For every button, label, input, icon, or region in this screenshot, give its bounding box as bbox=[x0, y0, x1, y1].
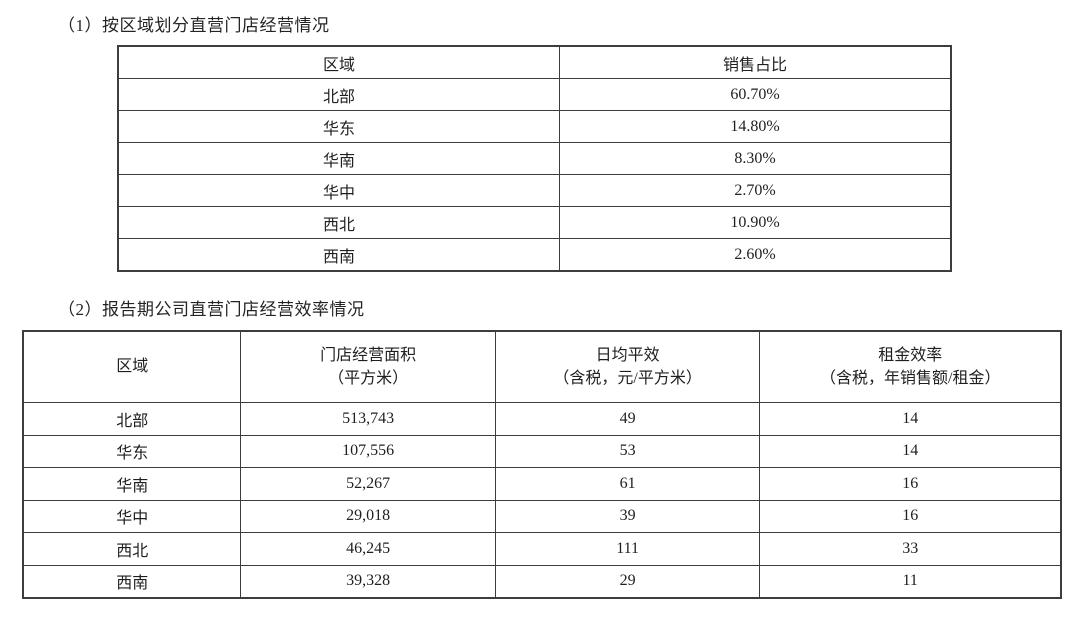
table-row: 华中 2.70% bbox=[117, 174, 952, 207]
column-header-region: 区域 bbox=[22, 330, 242, 403]
daily-sales-cell: 61 bbox=[494, 467, 761, 501]
region-cell: 西南 bbox=[117, 238, 560, 272]
region-cell: 西南 bbox=[22, 564, 242, 599]
store-area-cell: 107,556 bbox=[240, 434, 496, 468]
sales-share-cell: 60.70% bbox=[558, 78, 952, 111]
table-row: 华南 8.30% bbox=[117, 142, 952, 175]
rent-efficiency-cell: 16 bbox=[759, 467, 1062, 501]
table-row: 华南 52,267 61 16 bbox=[22, 467, 1062, 501]
sales-share-cell: 8.30% bbox=[558, 142, 952, 175]
store-area-cell: 39,328 bbox=[240, 564, 496, 599]
daily-sales-cell: 53 bbox=[494, 434, 761, 468]
table-row: 西北 46,245 111 33 bbox=[22, 532, 1062, 566]
table-row: 西北 10.90% bbox=[117, 206, 952, 239]
header-line: 区域 bbox=[116, 358, 149, 376]
table-row: 西南 39,328 29 11 bbox=[22, 564, 1062, 599]
region-cell: 华南 bbox=[22, 467, 242, 501]
column-header-rent-efficiency: 租金效率 （含税，年销售额/租金） bbox=[759, 330, 1062, 403]
table-row: 西南 2.60% bbox=[117, 238, 952, 272]
table-row: 北部 513,743 49 14 bbox=[22, 402, 1062, 436]
region-cell: 华东 bbox=[22, 434, 242, 468]
daily-sales-cell: 111 bbox=[494, 532, 761, 566]
region-cell: 西北 bbox=[117, 206, 560, 239]
region-cell: 华中 bbox=[22, 499, 242, 533]
header-line: （含税，元/平方米） bbox=[553, 370, 702, 387]
header-line: 门店经营面积 bbox=[320, 346, 417, 364]
table-row: 北部 60.70% bbox=[117, 78, 952, 111]
rent-efficiency-cell: 14 bbox=[759, 434, 1062, 468]
table-header-row: 区域 门店经营面积 （平方米） 日均平效 （含税，元/平方米） 租金效率 （含税… bbox=[22, 330, 1062, 403]
region-cell: 北部 bbox=[22, 402, 242, 436]
daily-sales-cell: 39 bbox=[494, 499, 761, 533]
store-efficiency-table: 区域 门店经营面积 （平方米） 日均平效 （含税，元/平方米） 租金效率 （含税… bbox=[22, 330, 1062, 599]
daily-sales-cell: 49 bbox=[494, 402, 761, 436]
header-line: 日均平效 bbox=[595, 346, 660, 364]
daily-sales-cell: 29 bbox=[494, 564, 761, 599]
rent-efficiency-cell: 11 bbox=[759, 564, 1062, 599]
header-line: 租金效率 bbox=[878, 346, 943, 364]
sales-share-cell: 2.70% bbox=[558, 174, 952, 207]
table-header-row: 区域 销售占比 bbox=[117, 45, 952, 79]
store-area-cell: 513,743 bbox=[240, 402, 496, 436]
column-header-sales-share: 销售占比 bbox=[558, 45, 952, 79]
column-header-daily-sales-per-sqm: 日均平效 （含税，元/平方米） bbox=[494, 330, 761, 403]
section1-heading: （1）按区域划分直营门店经营情况 bbox=[58, 16, 330, 35]
table-row: 华东 14.80% bbox=[117, 110, 952, 143]
regional-sales-share-table: 区域 销售占比 北部 60.70% 华东 14.80% 华南 8.30% 华中 … bbox=[117, 45, 952, 272]
header-line: （平方米） bbox=[328, 370, 409, 387]
rent-efficiency-cell: 14 bbox=[759, 402, 1062, 436]
sales-share-cell: 14.80% bbox=[558, 110, 952, 143]
column-header-region: 区域 bbox=[117, 45, 560, 79]
region-cell: 北部 bbox=[117, 78, 560, 111]
table-row: 华中 29,018 39 16 bbox=[22, 499, 1062, 533]
sales-share-cell: 10.90% bbox=[558, 206, 952, 239]
store-area-cell: 52,267 bbox=[240, 467, 496, 501]
region-cell: 华东 bbox=[117, 110, 560, 143]
header-line: （含税，年销售额/租金） bbox=[820, 370, 1001, 387]
rent-efficiency-cell: 16 bbox=[759, 499, 1062, 533]
store-area-cell: 29,018 bbox=[240, 499, 496, 533]
region-cell: 西北 bbox=[22, 532, 242, 566]
region-cell: 华南 bbox=[117, 142, 560, 175]
region-cell: 华中 bbox=[117, 174, 560, 207]
store-area-cell: 46,245 bbox=[240, 532, 496, 566]
rent-efficiency-cell: 33 bbox=[759, 532, 1062, 566]
section2-heading: （2）报告期公司直营门店经营效率情况 bbox=[58, 300, 365, 319]
sales-share-cell: 2.60% bbox=[558, 238, 952, 272]
column-header-store-area: 门店经营面积 （平方米） bbox=[240, 330, 496, 403]
table-row: 华东 107,556 53 14 bbox=[22, 434, 1062, 468]
